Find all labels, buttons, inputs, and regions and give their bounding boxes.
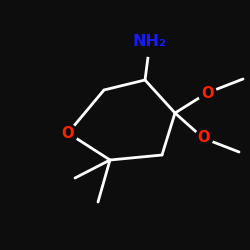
- Text: O: O: [201, 86, 213, 100]
- Text: O: O: [197, 130, 209, 146]
- Text: NH₂: NH₂: [133, 34, 167, 50]
- Text: O: O: [62, 126, 74, 140]
